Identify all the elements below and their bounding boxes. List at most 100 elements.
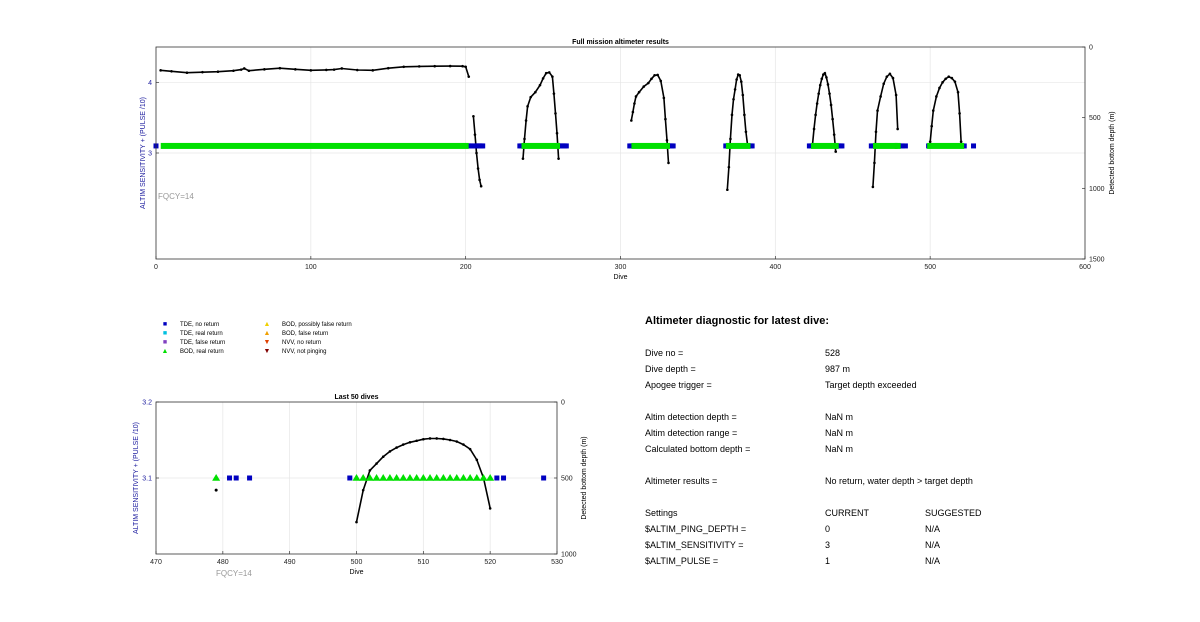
ping-depth-label: $ALTIM_PING_DEPTH = (645, 524, 747, 534)
depth-point (630, 119, 633, 122)
depth-point (633, 102, 636, 105)
detect-range-value: NaN m (825, 428, 854, 438)
x-tick-label: 300 (615, 264, 627, 271)
dive-no-label: Dive no = (645, 348, 684, 358)
depth-point (930, 124, 934, 128)
depth-point (554, 112, 557, 115)
bod-real-return-band (631, 142, 670, 149)
tde-no-return-marker (670, 143, 676, 149)
y2-axis-label: Detected bottom depth (m) (581, 436, 588, 519)
depth-point (928, 140, 932, 143)
depth-point (555, 131, 559, 135)
detect-range-label: Altim detection range = (645, 428, 738, 438)
results-value: No return, water depth > target depth (825, 476, 973, 486)
x-tick-label: 500 (924, 264, 936, 271)
depth-point (947, 75, 951, 78)
depth-point (521, 157, 525, 160)
dive-no-value: 528 (825, 348, 841, 358)
pulse-current: 1 (825, 556, 831, 566)
legend-label: NVV, no return (282, 340, 322, 346)
tde-no-return-marker (961, 143, 967, 149)
depth-point (325, 68, 328, 72)
depth-point (448, 438, 452, 442)
depth-point (388, 450, 392, 453)
x-tick-label: 400 (769, 264, 781, 271)
depth-point (478, 178, 481, 182)
y2-tick-label: 0 (561, 400, 565, 407)
bod-real-return-marker (385, 474, 394, 481)
depth-point (874, 130, 878, 134)
depth-point (239, 68, 243, 71)
depth-point (448, 64, 452, 68)
depth-point (371, 69, 375, 72)
depth-point (931, 109, 935, 112)
ping-depth-current: 0 (825, 524, 831, 534)
fqcy-annotation: FQCY=14 (216, 569, 252, 578)
depth-point (488, 507, 492, 510)
pulse-suggested: N/A (925, 556, 941, 566)
bod-real-return-marker (212, 474, 221, 481)
last-50-dives-chart: 470 480 490 500 510 520 530 3.1 3.2 0 500 1000 Last … (133, 394, 588, 578)
legend-label: TDE, no return (180, 322, 220, 328)
depth-point (381, 455, 385, 459)
tde-no-return-marker (899, 143, 905, 149)
depth-point (885, 75, 889, 78)
depth-point (534, 90, 537, 94)
depth-point (435, 437, 439, 440)
depth-point (523, 137, 526, 141)
bod-real-return-marker (432, 474, 441, 481)
depth-point (814, 113, 817, 117)
depth-point (332, 68, 336, 71)
depth-point (938, 86, 941, 90)
depth-point (526, 105, 529, 108)
altimeter-diagnostic-panel: Altimeter diagnostic for latest dive: Di… (645, 312, 1165, 602)
x-tick-label: 510 (417, 559, 429, 566)
sensitivity-suggested: N/A (925, 540, 941, 550)
bod-real-return-marker (365, 474, 374, 481)
depth-point (547, 71, 551, 74)
depth-point (475, 151, 478, 155)
bod-real-return-band (927, 142, 965, 149)
y2-tick-label: 1000 (561, 552, 577, 559)
depth-point (472, 114, 475, 118)
depth-point (879, 95, 882, 98)
tde-no-return-marker (247, 475, 253, 481)
bod-real-return-marker (419, 474, 428, 481)
depth-point (662, 96, 666, 100)
depth-point (637, 90, 641, 94)
depth-point (812, 127, 816, 131)
depth-point (408, 440, 412, 444)
depth-point (896, 127, 899, 131)
bod-real-return-marker (452, 474, 461, 481)
depth-point (950, 76, 954, 80)
plot-frame (155, 46, 1086, 260)
depth-point (959, 140, 963, 143)
depth-point (826, 83, 830, 86)
tde-no-return-marker (971, 143, 977, 149)
fqcy-annotation: FQCY=14 (158, 192, 194, 201)
y-tick-label: 4 (148, 80, 152, 87)
legend-marker-icon: ▲ (263, 330, 271, 337)
depth-point (729, 137, 732, 141)
tde-no-return-marker (480, 143, 486, 149)
depth-point (159, 69, 162, 72)
depth-point (368, 469, 372, 472)
x-tick-label: 470 (150, 559, 162, 566)
bod-real-return-marker (352, 474, 361, 481)
y2-tick-label: 1000 (1089, 186, 1105, 193)
depth-point (941, 81, 944, 84)
bod-real-return-band (521, 142, 561, 149)
depth-point (956, 90, 960, 94)
current-header: CURRENT (825, 508, 869, 518)
diagnostic-title: Altimeter diagnostic for latest dive: (645, 315, 829, 327)
depth-point (831, 117, 834, 121)
bod-real-return-marker (459, 474, 468, 481)
depth-point (832, 133, 836, 136)
bod-real-return-marker (379, 474, 388, 481)
chart-title: Last 50 dives (335, 394, 379, 401)
depth-point (340, 67, 344, 70)
tde-no-return-marker (541, 475, 547, 481)
depth-point (442, 437, 445, 441)
legend-label: NVV, not pinging (282, 349, 327, 355)
depth-point (739, 80, 743, 83)
